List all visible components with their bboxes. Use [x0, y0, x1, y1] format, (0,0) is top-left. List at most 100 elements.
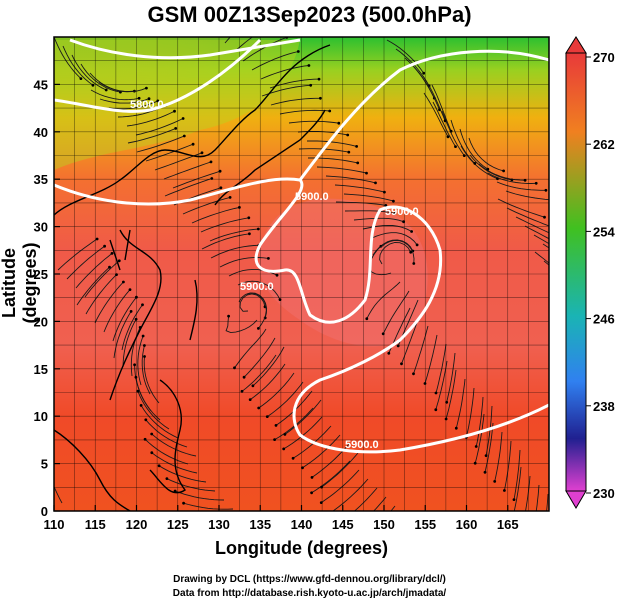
- streamline: [441, 110, 465, 156]
- streamline: [233, 37, 254, 53]
- streamline-arrowhead: [392, 199, 395, 203]
- streamline: [321, 452, 359, 488]
- streamline-arrowhead: [554, 199, 557, 202]
- streamline-arrowhead: [434, 391, 438, 395]
- streamline: [145, 143, 194, 162]
- streamline: [54, 37, 82, 79]
- streamline-arrowhead: [544, 188, 548, 192]
- streamline-arrowhead: [143, 437, 147, 441]
- streamline-arrowhead: [337, 121, 341, 125]
- streamline: [533, 234, 549, 245]
- credit-drawing: Drawing by DCL (https://www.gfd-dennou.o…: [173, 574, 446, 585]
- streamline: [174, 490, 225, 501]
- streamline-arrowhead: [150, 451, 154, 455]
- streamline-arrowhead: [310, 491, 313, 495]
- streamline-arrowhead: [484, 454, 488, 457]
- streamline: [260, 65, 309, 80]
- streamline-arrowhead: [355, 145, 358, 148]
- streamline-arrowhead: [307, 64, 311, 67]
- streamline-arrowhead: [552, 226, 555, 229]
- streamline: [143, 356, 160, 404]
- grid-lines: [54, 37, 549, 511]
- streamline-arrowhead: [282, 447, 286, 451]
- y-tick-label: 45: [34, 77, 48, 92]
- streamline: [141, 345, 151, 395]
- streamline-arrowhead: [328, 109, 332, 113]
- streamline: [546, 493, 549, 511]
- streamline: [422, 75, 446, 121]
- streamline: [113, 311, 132, 359]
- streamline: [496, 181, 546, 191]
- streamline: [164, 178, 212, 197]
- streamline: [249, 363, 286, 400]
- x-tick-label: 140: [291, 517, 313, 532]
- y-tick-label: 35: [34, 172, 48, 187]
- peninsula-coast: [109, 229, 131, 271]
- colorbar-tick-label: 230: [593, 486, 615, 501]
- streamline: [343, 193, 394, 202]
- streamline-arrowhead: [283, 433, 287, 436]
- streamline-arrowhead: [523, 178, 527, 182]
- height-contours: [54, 38, 549, 454]
- y-tick-label: 40: [34, 125, 48, 140]
- streamline: [353, 217, 404, 223]
- streamline: [66, 245, 105, 280]
- streamline-arrowhead: [483, 470, 487, 474]
- streamline: [460, 145, 498, 180]
- streamline-arrowhead: [402, 220, 405, 224]
- x-tick-label: 130: [208, 517, 230, 532]
- streamline-arrowhead: [259, 7, 262, 10]
- streamline-arrowhead: [143, 355, 146, 358]
- x-tick-label: 115: [85, 517, 106, 532]
- x-tick-label: 165: [497, 517, 519, 532]
- y-tick-label: 15: [34, 362, 48, 377]
- streamline-arrowhead: [493, 480, 497, 483]
- streamline: [386, 39, 425, 74]
- streamline-arrowhead: [110, 252, 114, 255]
- streamline: [237, 280, 281, 300]
- streamline: [84, 260, 120, 298]
- streamline: [311, 460, 351, 494]
- streamline: [524, 225, 549, 240]
- streamline: [459, 128, 489, 170]
- streamline-arrowhead: [143, 344, 146, 347]
- streamline: [76, 266, 110, 306]
- streamline-arrowhead: [108, 265, 111, 269]
- streamline: [475, 396, 484, 447]
- streamline: [269, 78, 320, 89]
- y-tick-label: 25: [34, 267, 48, 282]
- streamline-arrowhead: [141, 334, 145, 338]
- streamline: [513, 466, 522, 511]
- streamline: [503, 440, 512, 491]
- x-tick-label: 110: [44, 517, 65, 532]
- streamline: [413, 325, 429, 374]
- streamline-arrowhead: [137, 96, 141, 100]
- colorbar-top-arrow: [565, 36, 587, 54]
- x-axis-ticks: 110 115 120 125 130 135 140 145 150 155 160 165: [44, 505, 519, 532]
- streamline-arrowhead: [95, 237, 99, 241]
- streamline: [137, 335, 144, 386]
- streamline: [306, 140, 357, 147]
- streamline: [371, 232, 418, 246]
- streamline: [252, 346, 285, 387]
- streamline: [137, 390, 170, 430]
- streamline-arrowhead: [144, 418, 148, 422]
- streamline-arrowhead: [181, 117, 185, 120]
- streamline: [450, 119, 476, 164]
- streamline-arrowhead: [410, 230, 413, 233]
- streamline-arrowhead: [365, 171, 368, 175]
- streamline: [122, 319, 137, 368]
- streamline-arrowhead: [141, 303, 144, 307]
- streamline-arrowhead: [503, 489, 506, 492]
- credit-data: Data from http://database.rish.kyoto-u.a…: [172, 588, 447, 599]
- streamline-arrowhead: [473, 162, 477, 165]
- contour-5900-north: [298, 49, 549, 181]
- streamline-arrowhead: [240, 389, 244, 393]
- streamline: [62, 45, 94, 86]
- colorbar-tick-label: 254: [593, 224, 615, 239]
- streamline-arrowhead: [219, 186, 223, 190]
- streamline-arrowhead: [157, 464, 161, 468]
- streamline-arrowhead: [383, 190, 386, 194]
- streamline: [505, 190, 549, 201]
